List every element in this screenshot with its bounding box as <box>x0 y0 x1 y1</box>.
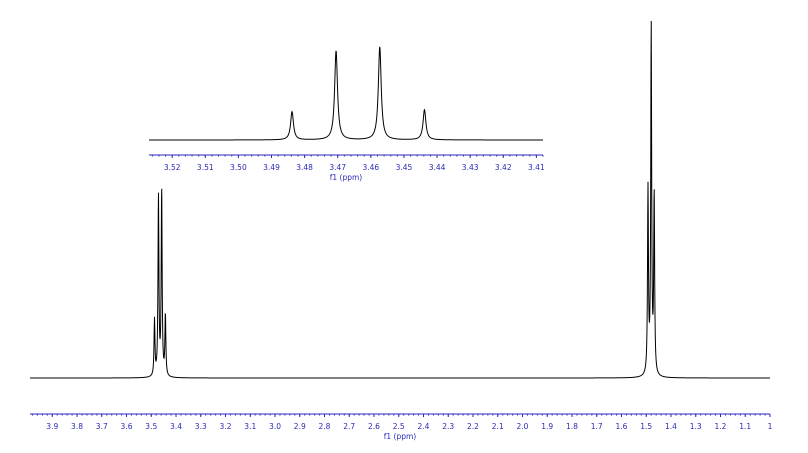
tick-label: 1.4 <box>665 422 677 431</box>
main-spectrum-panel: 3.9 3.8 3.7 3.6 3.5 3.4 3.3 3.2 3.1 3.0 2.9 2.8 2.7 2… <box>30 20 773 441</box>
tick-label: 3.50 <box>230 163 247 172</box>
tick-label: 3.45 <box>396 163 413 172</box>
tick-label: 3.43 <box>462 163 479 172</box>
tick-label: 3.52 <box>164 163 181 172</box>
inset-spectrum-trace <box>149 46 543 141</box>
tick-label: 3.5 <box>145 422 157 431</box>
tick-label: 3.51 <box>197 163 214 172</box>
main-x-axis-ticks: 3.9 3.8 3.7 3.6 3.5 3.4 3.3 3.2 3.1 3.0 2.9 2.8 2.7 2… <box>31 414 773 431</box>
tick-label: 3.42 <box>495 163 512 172</box>
tick-label: 3.2 <box>220 422 232 431</box>
tick-label: 2.5 <box>393 422 405 431</box>
main-spectrum-trace <box>30 20 770 379</box>
inset-x-axis-title: f1 (ppm) <box>330 173 363 182</box>
tick-label: 3.48 <box>296 163 313 172</box>
tick-label: 3.41 <box>528 163 545 172</box>
tick-label: 2.6 <box>368 422 380 431</box>
tick-label: 3.46 <box>362 163 379 172</box>
tick-label: 3.6 <box>121 422 133 431</box>
tick-label: 3.4 <box>170 422 182 431</box>
inset-spectrum-panel: 3.52 3.51 3.50 3.49 3.48 3.47 3.46 3.45 3.44 3.43… <box>149 46 545 182</box>
tick-label: 1 <box>768 422 773 431</box>
tick-label: 1.1 <box>739 422 751 431</box>
tick-label: 1.3 <box>690 422 702 431</box>
tick-label: 2.9 <box>294 422 306 431</box>
tick-label: 2.0 <box>517 422 529 431</box>
tick-label: 3.49 <box>263 163 280 172</box>
tick-label: 1.9 <box>541 422 553 431</box>
tick-label: 3.0 <box>269 422 281 431</box>
tick-label: 2.8 <box>319 422 331 431</box>
tick-label: 2.4 <box>418 422 430 431</box>
tick-label: 1.6 <box>616 422 628 431</box>
tick-label: 1.7 <box>591 422 603 431</box>
inset-peak-markers <box>291 46 425 112</box>
tick-label: 1.2 <box>715 422 727 431</box>
tick-label: 3.9 <box>46 422 58 431</box>
tick-label: 3.44 <box>429 163 446 172</box>
inset-x-axis-ticks: 3.52 3.51 3.50 3.49 3.48 3.47 3.46 3.45 3.44 3.43… <box>151 155 545 172</box>
main-peak-markers <box>154 27 655 322</box>
tick-label: 2.1 <box>492 422 504 431</box>
tick-label: 2.7 <box>343 422 355 431</box>
tick-label: 3.7 <box>96 422 108 431</box>
tick-label: 2.2 <box>467 422 479 431</box>
main-x-axis-title: f1 (ppm) <box>384 432 417 441</box>
tick-label: 3.8 <box>71 422 83 431</box>
tick-label: 3.3 <box>195 422 207 431</box>
tick-label: 3.47 <box>329 163 346 172</box>
tick-label: 3.1 <box>244 422 256 431</box>
tick-label: 1.5 <box>640 422 652 431</box>
tick-label: 2.3 <box>442 422 454 431</box>
tick-label: 1.8 <box>566 422 578 431</box>
